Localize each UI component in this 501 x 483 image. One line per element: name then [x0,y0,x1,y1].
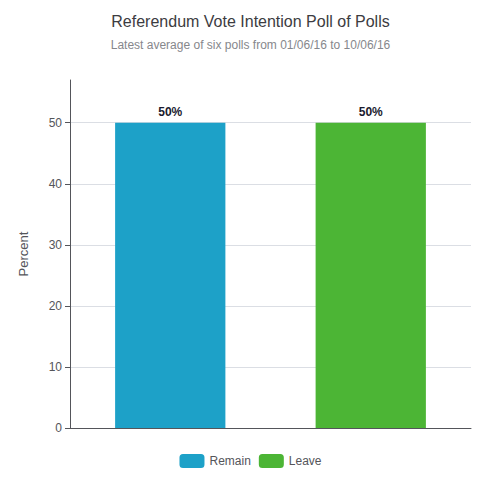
svg-text:Leave: Leave [289,454,322,468]
svg-text:50%: 50% [359,105,383,119]
svg-text:50%: 50% [158,105,182,119]
svg-text:30: 30 [49,238,63,252]
svg-text:50: 50 [49,116,63,130]
svg-text:10: 10 [49,360,63,374]
svg-text:Latest average of six polls fr: Latest average of six polls from 01/06/1… [111,38,391,52]
svg-text:Remain: Remain [209,454,250,468]
svg-text:Referendum Vote Intention Poll: Referendum Vote Intention Poll of Polls [111,13,389,30]
svg-text:Percent: Percent [16,231,31,276]
svg-text:40: 40 [49,177,63,191]
svg-text:20: 20 [49,299,63,313]
svg-text:0: 0 [55,421,62,435]
